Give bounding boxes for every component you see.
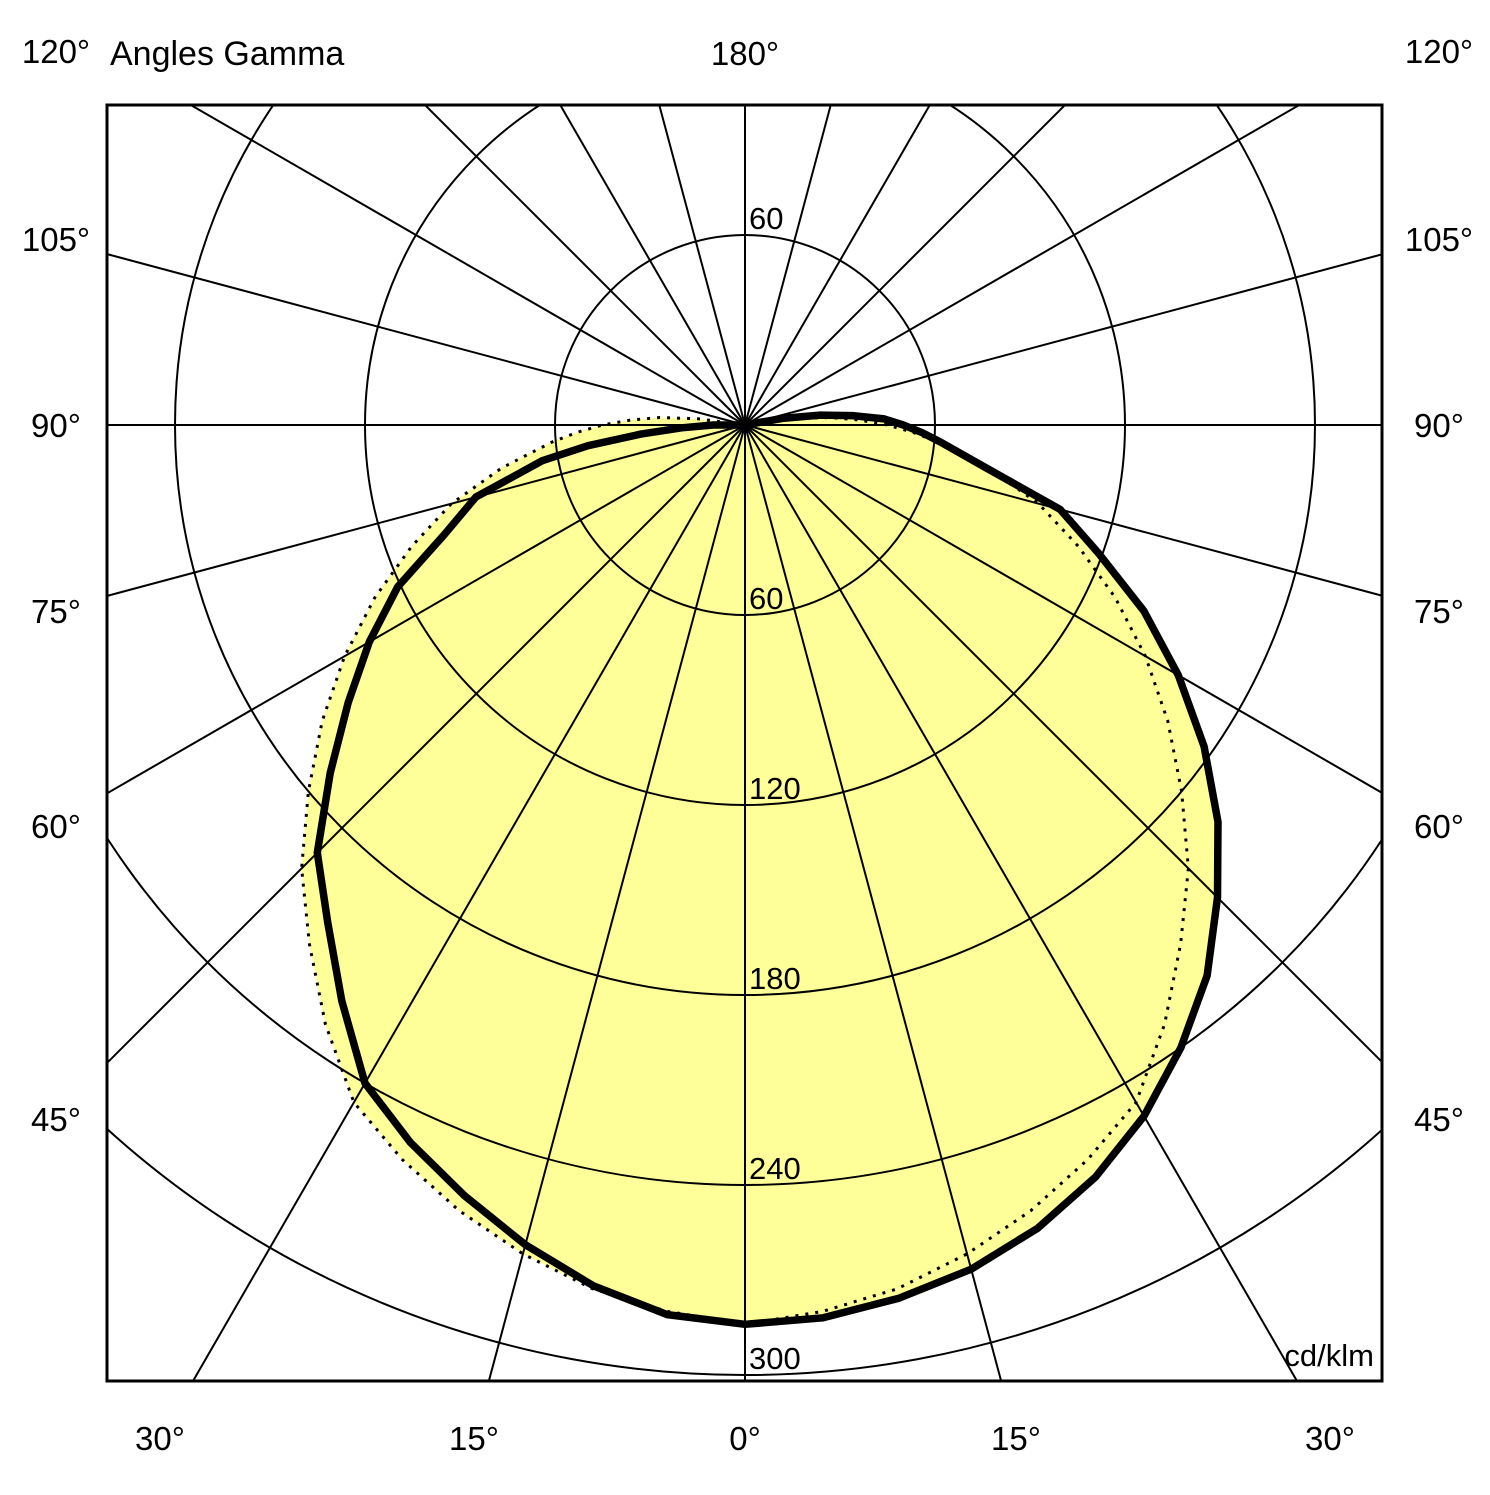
gamma-angle-label-left: 90° <box>31 407 81 444</box>
unit-label: cd/klm <box>1284 1338 1374 1373</box>
distribution-curve-solid-c0 <box>313 411 1222 1329</box>
radial-grid-line <box>744 424 1382 1064</box>
top-axis-label: 180° <box>711 35 779 72</box>
gamma-angle-label-left: 105° <box>22 221 90 258</box>
radial-grid-line <box>107 424 746 597</box>
radial-grid-line <box>744 105 931 426</box>
gamma-angle-label-bottom: 15° <box>991 1420 1041 1457</box>
gamma-angle-label-right: 75° <box>1414 593 1464 630</box>
gamma-angle-label-left: 45° <box>31 1101 81 1138</box>
radial-tick-label-upper: 60 <box>749 201 783 236</box>
gamma-angle-label-right: 120° <box>1405 33 1473 70</box>
radial-grid-line <box>744 424 1299 1381</box>
gamma-angle-label-left: 60° <box>31 808 81 845</box>
chart-title: Angles Gamma <box>110 35 344 73</box>
light-distribution-fill-c0 <box>317 415 1218 1325</box>
radial-grid-line <box>744 105 1302 426</box>
gamma-angle-label-right: 60° <box>1414 808 1464 845</box>
radial-grid-line <box>559 105 746 426</box>
radial-grid-line <box>744 105 1067 426</box>
gamma-angle-label-bottom: 30° <box>135 1420 185 1457</box>
radial-tick-label: 180 <box>749 961 801 996</box>
radial-grid-line <box>107 253 746 426</box>
gamma-angle-label-left: 75° <box>31 593 81 630</box>
radial-tick-label: 300 <box>749 1341 801 1376</box>
gamma-angle-label-bottom: 15° <box>449 1420 499 1457</box>
radial-grid-line <box>658 105 746 426</box>
radial-grid-line <box>191 424 746 1381</box>
radial-grid-line <box>188 105 746 426</box>
radial-grid-line <box>744 424 1003 1381</box>
gamma-angle-label-left: 120° <box>22 33 90 70</box>
gamma-angle-label-bottom: 30° <box>1305 1420 1355 1457</box>
radial-grid-line <box>744 105 832 426</box>
gamma-angle-label-right: 90° <box>1414 407 1464 444</box>
gamma-angle-label-right: 45° <box>1414 1101 1464 1138</box>
gamma-angle-label-bottom: 0° <box>729 1420 761 1457</box>
radial-tick-label: 120 <box>749 771 801 806</box>
radial-grid-line <box>107 424 746 1065</box>
radial-grid-line <box>744 253 1382 426</box>
plot-border <box>105 103 1384 1383</box>
radial-grid-line <box>744 424 1382 794</box>
radial-grid-line <box>487 424 746 1381</box>
radial-grid-line <box>107 424 746 795</box>
gamma-angle-label-right: 105° <box>1405 221 1473 258</box>
radial-grid-line <box>423 105 746 426</box>
radial-tick-label: 60 <box>749 581 783 616</box>
radial-tick-label: 240 <box>749 1151 801 1186</box>
